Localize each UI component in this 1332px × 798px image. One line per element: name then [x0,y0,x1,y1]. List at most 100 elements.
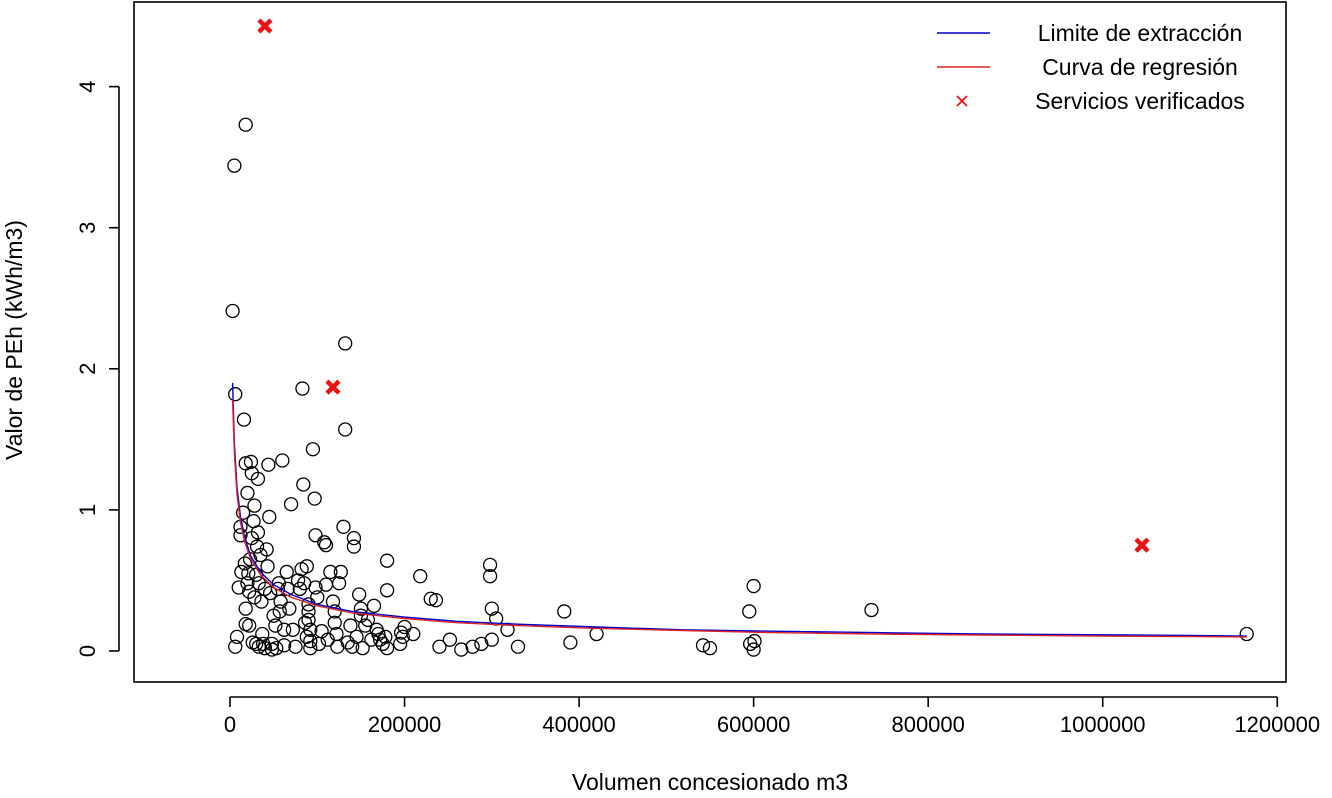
verified-service-marker [257,18,273,34]
plot-box [133,1,1287,683]
data-point [308,528,323,543]
data-point [235,505,251,520]
verified-service-marker [1134,537,1150,553]
data-point [317,535,332,550]
data-point [227,158,242,173]
data-point [465,639,480,654]
data-point [249,539,265,554]
marker-stroke [1134,537,1150,553]
verified-service-marker [325,379,341,395]
data-point [482,569,498,584]
data-point [262,509,277,525]
data-point [330,639,345,654]
y-tick-label: 2 [75,363,100,375]
data-point [307,491,322,506]
data-point [303,633,318,649]
data-point [327,615,342,630]
data-point [250,525,266,540]
data-point [742,604,757,619]
data-point [276,622,292,637]
data-point [301,604,316,619]
x-tick-label: 600000 [717,712,790,737]
data-point [301,612,316,628]
data-point [257,640,273,656]
data-point [353,601,369,616]
data-point [331,576,347,591]
data-point [393,636,408,652]
data-point [746,642,761,657]
data-point [296,477,311,492]
data-point [255,626,270,642]
data-point [259,542,274,557]
data-point [406,626,421,642]
data-point [242,618,257,633]
data-point [338,422,353,437]
series-layer [225,18,1254,657]
legend-label: Curva de regresión [1042,54,1238,80]
data-point [228,639,243,654]
data-point [1239,626,1254,642]
legend-label: Limite de extracción [1038,20,1243,46]
data-point [261,457,276,472]
data-point [238,117,253,132]
data-point [484,601,499,616]
data-point [282,601,297,616]
limite-de-extraccion-line [231,382,1247,637]
data-point [236,412,252,427]
data-point [327,604,342,619]
y-tick-label: 0 [75,645,100,657]
data-point [442,632,458,647]
x-tick-label: 0 [224,712,236,737]
data-point [276,638,292,653]
data-point [247,590,262,605]
y-tick-label: 3 [75,222,100,234]
data-point [484,632,499,647]
data-point [746,578,761,594]
data-point [225,303,240,319]
data-point [338,336,353,351]
data-point [353,608,369,623]
data-point [355,640,370,656]
data-point [432,639,447,654]
data-point [371,626,386,642]
data-point [242,584,257,599]
data-point [303,640,318,656]
data-point [318,538,334,553]
data-point [323,564,338,580]
y-tick-label: 1 [75,504,100,516]
data-point [864,602,879,618]
data-point [379,583,395,598]
data-point [308,580,323,595]
data-point [237,556,252,571]
data-point [454,642,469,657]
x-tick-label: 1000000 [1060,712,1146,737]
x-tick-label: 200000 [368,712,441,737]
data-point [269,640,284,656]
legend-label: Servicios verificados [1035,88,1245,114]
data-point [243,454,259,470]
legend-swatch [956,95,968,107]
data-point [336,519,351,534]
data-point [247,498,262,513]
y-axis: 0 1 2 3 4 [75,81,120,657]
x-tick-label: 1200000 [1234,712,1320,737]
y-tick-label: 4 [75,81,100,93]
data-point [273,594,288,609]
data-point [238,601,253,616]
data-point [275,453,290,468]
data-point [345,639,360,654]
marker-stroke [257,18,273,34]
x-axis-title: Volumen concesionado m3 [572,769,848,795]
marker-stroke [325,379,341,395]
data-point [299,559,314,574]
data-point [303,622,318,637]
x-axis: 0 200000 400000 600000 800000 1000000 1200000 [224,696,1320,737]
data-point [702,640,718,656]
data-point [397,619,412,635]
data-point [366,598,382,613]
data-point [379,640,395,656]
data-point [272,604,287,619]
x-tick-label: 400000 [542,712,615,737]
data-point [295,381,310,396]
